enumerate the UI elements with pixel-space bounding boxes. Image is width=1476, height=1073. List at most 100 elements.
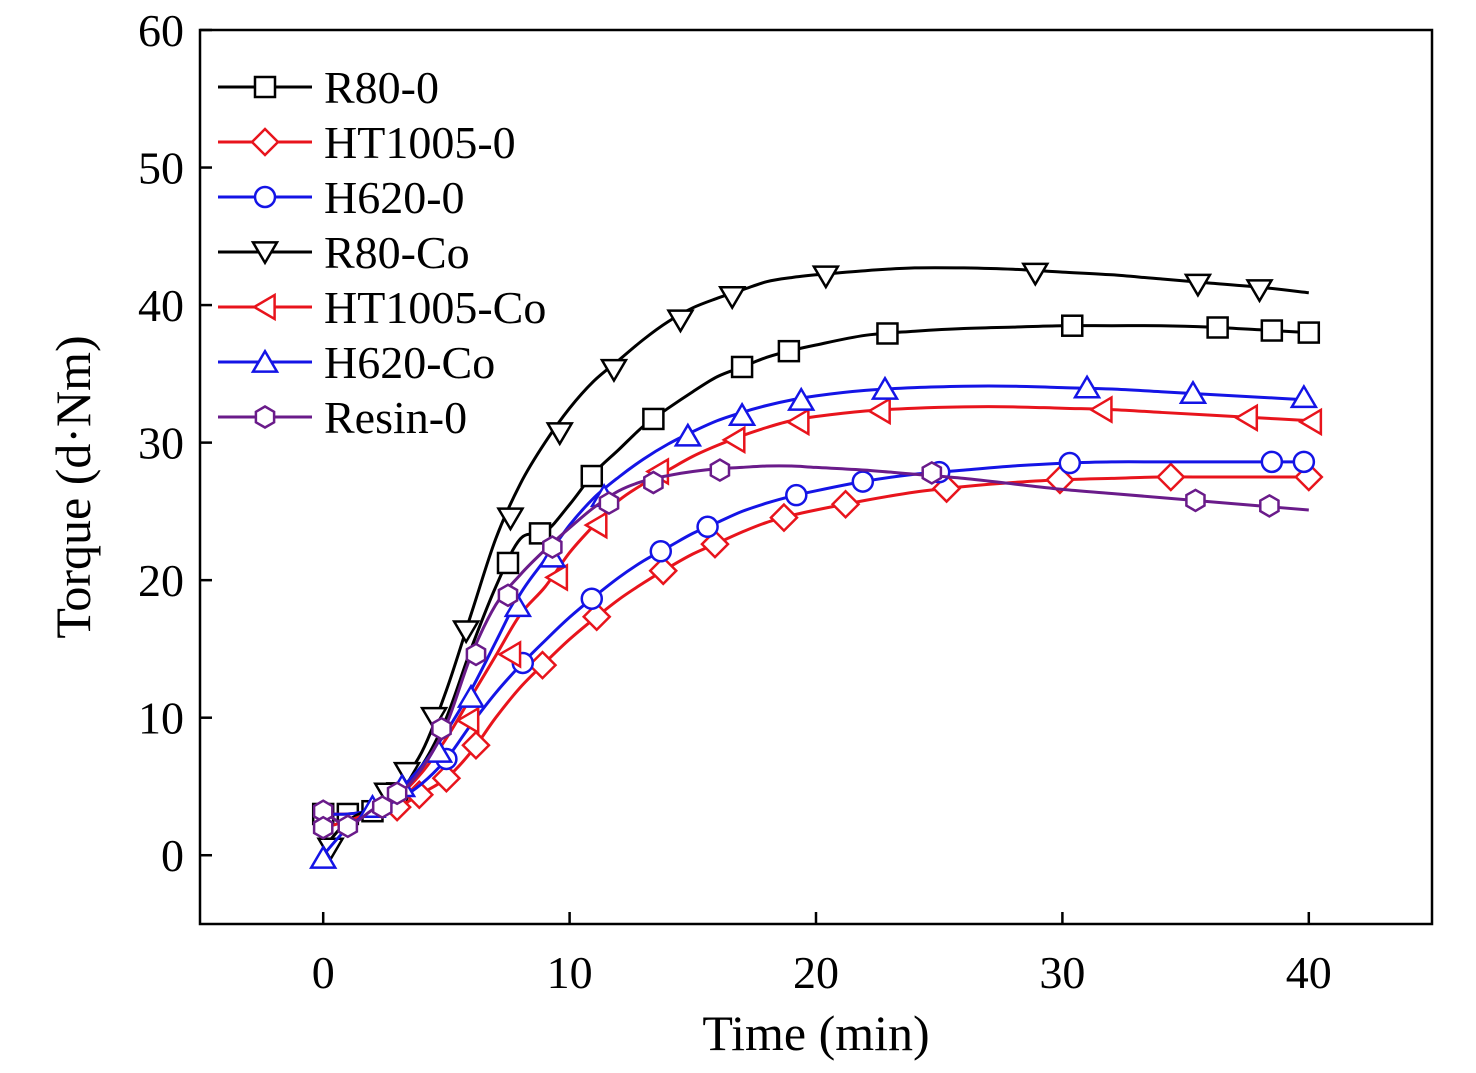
data-point xyxy=(309,844,338,869)
data-point xyxy=(580,587,604,610)
x-tick-label: 40 xyxy=(1286,947,1332,998)
data-point xyxy=(583,510,608,540)
data-point xyxy=(1289,383,1319,409)
series-line xyxy=(323,460,1309,816)
series-layer xyxy=(309,262,1324,869)
legend-item: H620-Co xyxy=(218,337,495,388)
data-point xyxy=(1260,319,1284,342)
data-point xyxy=(1185,488,1206,513)
series-line xyxy=(322,266,1309,850)
legend: R80-0HT1005-0H620-0R80-CoHT1005-CoH620-C… xyxy=(218,62,546,443)
data-point xyxy=(769,502,799,533)
data-point xyxy=(870,375,900,400)
data-point xyxy=(718,285,747,311)
data-point xyxy=(392,761,422,786)
y-tick-label: 50 xyxy=(138,143,184,194)
legend-label: H620-0 xyxy=(324,172,465,223)
x-tick-label: 0 xyxy=(312,947,335,998)
x-axis-title: Time (min) xyxy=(702,1005,929,1061)
data-point xyxy=(497,640,522,669)
data-point xyxy=(431,763,462,793)
data-point xyxy=(1297,407,1323,437)
data-point xyxy=(1061,314,1084,337)
data-point xyxy=(642,407,665,431)
data-point xyxy=(431,716,452,741)
data-point xyxy=(649,540,673,563)
data-point xyxy=(1058,451,1082,475)
data-point xyxy=(545,422,574,447)
data-point xyxy=(1072,374,1102,399)
data-point xyxy=(866,396,891,426)
legend-item: HT1005-Co xyxy=(218,282,546,333)
data-point xyxy=(1178,379,1208,404)
legend-marker xyxy=(250,348,280,373)
legend-label: Resin-0 xyxy=(324,392,467,443)
legend-marker xyxy=(253,185,277,209)
data-point xyxy=(1259,493,1280,518)
data-point xyxy=(811,265,841,290)
data-point xyxy=(337,814,359,839)
data-point xyxy=(580,464,604,488)
y-tick-label: 20 xyxy=(138,555,184,606)
data-point xyxy=(1292,450,1316,474)
data-point xyxy=(1206,316,1229,339)
axes-layer: 0 10 20 30 40 0 10 20 30 40 50 60 xyxy=(138,5,1332,998)
legend-label: H620-Co xyxy=(324,337,495,388)
legend-marker xyxy=(251,292,276,322)
data-point xyxy=(727,401,757,426)
legend-item: Resin-0 xyxy=(218,392,467,443)
series-R80-Co xyxy=(316,262,1309,862)
data-point xyxy=(599,358,629,383)
legend-label: R80-0 xyxy=(324,62,439,113)
data-point xyxy=(497,583,519,608)
legend-label: HT1005-Co xyxy=(324,282,546,333)
data-point xyxy=(1245,279,1274,304)
data-point xyxy=(777,339,801,363)
legend-item: H620-0 xyxy=(218,172,465,223)
series-line xyxy=(322,405,1309,830)
series-HT1005-Co xyxy=(322,395,1323,830)
legend-label: R80-Co xyxy=(324,227,470,278)
legend-item: R80-0 xyxy=(218,62,439,113)
data-point xyxy=(709,458,731,483)
y-tick-label: 60 xyxy=(138,5,184,56)
x-tick-label: 20 xyxy=(793,947,839,998)
data-point xyxy=(921,460,943,485)
data-point xyxy=(461,730,491,760)
data-point xyxy=(730,355,754,379)
data-point xyxy=(1233,403,1259,433)
data-point xyxy=(785,483,808,507)
data-point xyxy=(876,322,899,345)
data-point xyxy=(1156,462,1186,492)
y-tick-label: 40 xyxy=(138,280,184,331)
legend-label: HT1005-0 xyxy=(324,117,516,168)
y-tick-label: 30 xyxy=(138,418,184,469)
data-point xyxy=(465,642,487,667)
x-tick-label: 30 xyxy=(1039,947,1085,998)
data-point xyxy=(1260,450,1284,474)
data-point xyxy=(851,470,875,493)
data-point xyxy=(1297,321,1321,344)
data-point xyxy=(581,601,612,632)
data-point xyxy=(643,470,664,495)
data-point xyxy=(666,309,695,334)
legend-item: R80-Co xyxy=(218,227,470,278)
data-point xyxy=(503,593,533,618)
data-point xyxy=(648,556,678,586)
data-point xyxy=(528,522,552,545)
data-point xyxy=(455,706,480,735)
legend-marker xyxy=(253,75,277,99)
legend-marker xyxy=(254,405,276,429)
data-point xyxy=(1021,262,1050,287)
legend-marker xyxy=(250,241,280,266)
data-point xyxy=(721,425,746,455)
legend-item: HT1005-0 xyxy=(218,117,516,168)
data-point xyxy=(673,422,703,447)
data-point xyxy=(386,781,408,806)
data-point xyxy=(496,507,525,532)
x-tick-label: 10 xyxy=(547,947,593,998)
y-tick-label: 10 xyxy=(138,693,184,744)
legend-marker xyxy=(250,127,280,157)
